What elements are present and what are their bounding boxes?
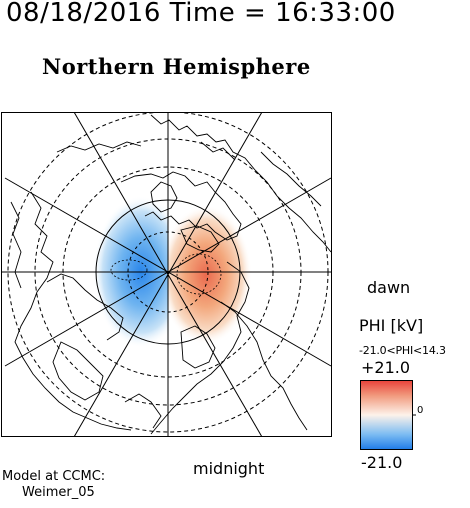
colorbar-zero-label: 0 <box>417 405 424 416</box>
dawn-label: dawn <box>367 278 411 297</box>
polar-potential-map <box>1 112 332 437</box>
date-time-heading: 08/18/2016 Time = 16:33:00 <box>6 0 396 28</box>
colorbar-max-label: +21.0 <box>361 358 411 377</box>
meridian-diag2 <box>4 177 332 367</box>
coastlines <box>10 114 332 435</box>
hemisphere-title: Northern Hemisphere <box>42 54 311 79</box>
contour-positive <box>176 253 222 295</box>
midnight-label: midnight <box>193 459 265 478</box>
colorbar-min-label: -21.0 <box>361 453 403 472</box>
colorbar <box>360 380 416 450</box>
contour-negative <box>110 259 148 281</box>
model-credit-line2: Weimer_05 <box>22 485 95 500</box>
colorbar-gradient <box>360 380 413 450</box>
colorbar-range-text: -21.0<PHI<14.3 <box>359 344 446 357</box>
model-credit-line1: Model at CCMC: <box>2 469 106 484</box>
colorbar-quantity-label: PHI [kV] <box>359 316 424 335</box>
meridian-diag4 <box>73 112 263 437</box>
